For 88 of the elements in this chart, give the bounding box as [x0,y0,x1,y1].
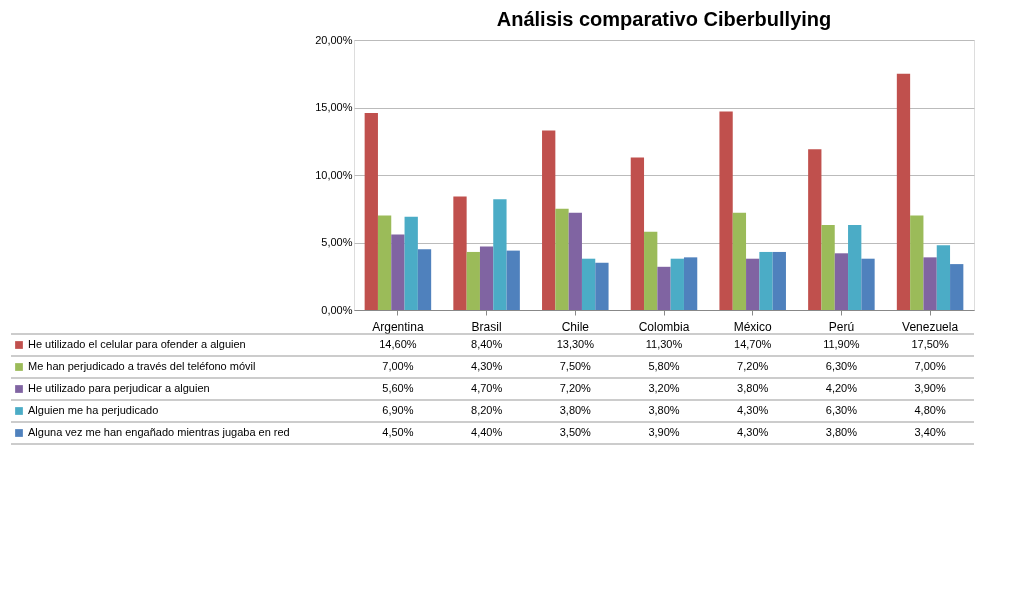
legend-label: Me han perjudicado a través del teléfono móvil [28,360,256,372]
data-label: 3,80% [648,404,680,416]
bar [950,264,964,310]
bar [772,251,786,310]
data-label: 11,90% [823,338,860,350]
data-label: 13,30% [556,338,595,350]
data-label: 6,90% [382,404,414,416]
data-label: 4,40% [471,426,503,438]
bar [808,149,822,310]
y-tick-label: 20,00% [315,33,353,46]
bar [453,196,467,310]
data-label: 4,20% [825,382,858,394]
data-label: 17,50% [911,338,949,350]
bar [732,212,747,310]
data-label: 4,70% [471,382,503,394]
data-label: 4,80% [914,404,946,416]
bar [657,266,671,310]
x-tick-label: Colombia [638,319,690,334]
data-label: 4,30% [737,404,769,416]
bar [542,130,556,310]
bar [630,157,645,310]
bar [834,253,849,310]
data-label: 7,50% [559,360,592,372]
data-label: 11,30% [645,338,683,350]
bar [759,251,773,310]
data-label: 14,60% [379,338,417,350]
data-label: 4,30% [737,426,769,438]
data-label: 7,20% [737,360,769,372]
x-tick-label: México [733,319,773,334]
y-tick-label: 15,00% [315,101,353,113]
data-label: 7,20% [559,382,592,394]
bar [923,257,937,310]
data-label: 6,30% [825,360,858,372]
bar [377,215,392,310]
data-label: 5,80% [648,360,680,372]
x-tick-label: Perú [828,319,855,334]
y-tick-label: 0,00% [321,303,353,316]
data-label: 5,60% [382,382,414,394]
data-label: 8,20% [471,404,503,416]
data-label: 3,90% [648,426,680,438]
bar [719,111,733,310]
x-tick-label: Argentina [372,319,424,334]
bar [506,250,520,310]
chart-title: Análisis comparativo Ciberbullying [496,8,832,30]
legend-label: He utilizado para perjudicar a alguien [28,382,210,394]
legend-label: Alguien me ha perjudicado [28,404,159,416]
bar [479,246,494,310]
data-label: 3,90% [914,382,946,394]
data-label: 7,00% [382,360,414,372]
data-label: 8,40% [471,338,503,350]
bar [364,112,378,310]
bar [555,208,569,310]
data-label: 3,40% [914,426,946,438]
y-tick-label: 5,00% [321,236,353,248]
data-label: 3,80% [737,382,769,394]
bar [910,215,924,310]
bar [861,258,875,310]
data-label: 3,80% [559,404,592,416]
legend-label: He utilizado el celular para ofender a alguien [28,338,246,350]
bar [466,251,480,310]
data-label: 7,00% [914,360,946,372]
bar [683,257,698,310]
bar [821,224,835,310]
data-label: 3,80% [825,426,858,438]
x-tick-label: Brasil [471,319,502,334]
data-label: 4,50% [382,426,414,438]
data-label: 4,30% [471,360,503,372]
bar [848,224,862,310]
data-label: 14,70% [734,338,772,350]
data-label: 3,20% [648,382,680,394]
bar [644,231,658,310]
y-tick-label: 10,00% [315,168,353,181]
x-tick-label: Chile [561,319,590,334]
bar [581,258,596,310]
bar [568,212,582,310]
data-label: 6,30% [825,404,858,416]
legend-label: Alguna vez me han engañado mientras jugaba en red [28,426,290,438]
bar [746,258,760,310]
x-tick-label: Venezuela [902,319,959,334]
bar [417,249,432,310]
bar [404,216,418,310]
data-label: 3,50% [559,426,592,438]
bar [391,234,405,310]
bar [896,73,911,310]
bar [670,258,684,310]
bar [595,262,609,310]
bar [936,245,951,310]
bar [493,199,507,310]
